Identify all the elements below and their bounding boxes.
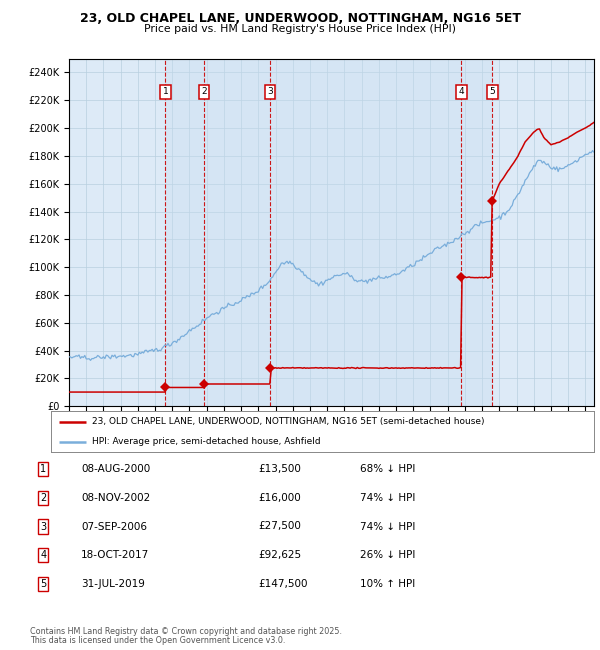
Text: 31-JUL-2019: 31-JUL-2019 bbox=[81, 578, 145, 589]
Text: 4: 4 bbox=[458, 87, 464, 96]
Text: 3: 3 bbox=[40, 521, 46, 532]
Bar bbox=[270, 58, 461, 406]
Text: 68% ↓ HPI: 68% ↓ HPI bbox=[360, 464, 415, 474]
Text: Price paid vs. HM Land Registry's House Price Index (HPI): Price paid vs. HM Land Registry's House … bbox=[144, 24, 456, 34]
Text: £27,500: £27,500 bbox=[258, 521, 301, 532]
Text: 4: 4 bbox=[40, 550, 46, 560]
Text: 23, OLD CHAPEL LANE, UNDERWOOD, NOTTINGHAM, NG16 5ET: 23, OLD CHAPEL LANE, UNDERWOOD, NOTTINGH… bbox=[79, 12, 521, 25]
Text: 26% ↓ HPI: 26% ↓ HPI bbox=[360, 550, 415, 560]
Text: 1: 1 bbox=[40, 464, 46, 474]
Bar bbox=[166, 58, 204, 406]
Bar bbox=[204, 58, 270, 406]
Bar bbox=[204, 58, 270, 406]
Text: 10% ↑ HPI: 10% ↑ HPI bbox=[360, 578, 415, 589]
Text: Contains HM Land Registry data © Crown copyright and database right 2025.: Contains HM Land Registry data © Crown c… bbox=[30, 627, 342, 636]
Text: £147,500: £147,500 bbox=[258, 578, 308, 589]
Text: £13,500: £13,500 bbox=[258, 464, 301, 474]
Text: £92,625: £92,625 bbox=[258, 550, 301, 560]
Text: 5: 5 bbox=[40, 578, 46, 589]
Text: 3: 3 bbox=[267, 87, 273, 96]
Text: 08-NOV-2002: 08-NOV-2002 bbox=[81, 493, 150, 503]
Text: 18-OCT-2017: 18-OCT-2017 bbox=[81, 550, 149, 560]
Text: This data is licensed under the Open Government Licence v3.0.: This data is licensed under the Open Gov… bbox=[30, 636, 286, 645]
Text: 23, OLD CHAPEL LANE, UNDERWOOD, NOTTINGHAM, NG16 5ET (semi-detached house): 23, OLD CHAPEL LANE, UNDERWOOD, NOTTINGH… bbox=[92, 417, 484, 426]
Bar bbox=[166, 58, 204, 406]
Text: 08-AUG-2000: 08-AUG-2000 bbox=[81, 464, 150, 474]
Bar bbox=[461, 58, 492, 406]
Text: 74% ↓ HPI: 74% ↓ HPI bbox=[360, 493, 415, 503]
Text: 07-SEP-2006: 07-SEP-2006 bbox=[81, 521, 147, 532]
Text: 5: 5 bbox=[489, 87, 495, 96]
Bar bbox=[270, 58, 461, 406]
Text: 74% ↓ HPI: 74% ↓ HPI bbox=[360, 521, 415, 532]
Text: 1: 1 bbox=[163, 87, 168, 96]
Bar bbox=[461, 58, 492, 406]
Text: 2: 2 bbox=[40, 493, 46, 503]
Text: 2: 2 bbox=[202, 87, 207, 96]
Text: £16,000: £16,000 bbox=[258, 493, 301, 503]
Text: HPI: Average price, semi-detached house, Ashfield: HPI: Average price, semi-detached house,… bbox=[92, 437, 320, 446]
